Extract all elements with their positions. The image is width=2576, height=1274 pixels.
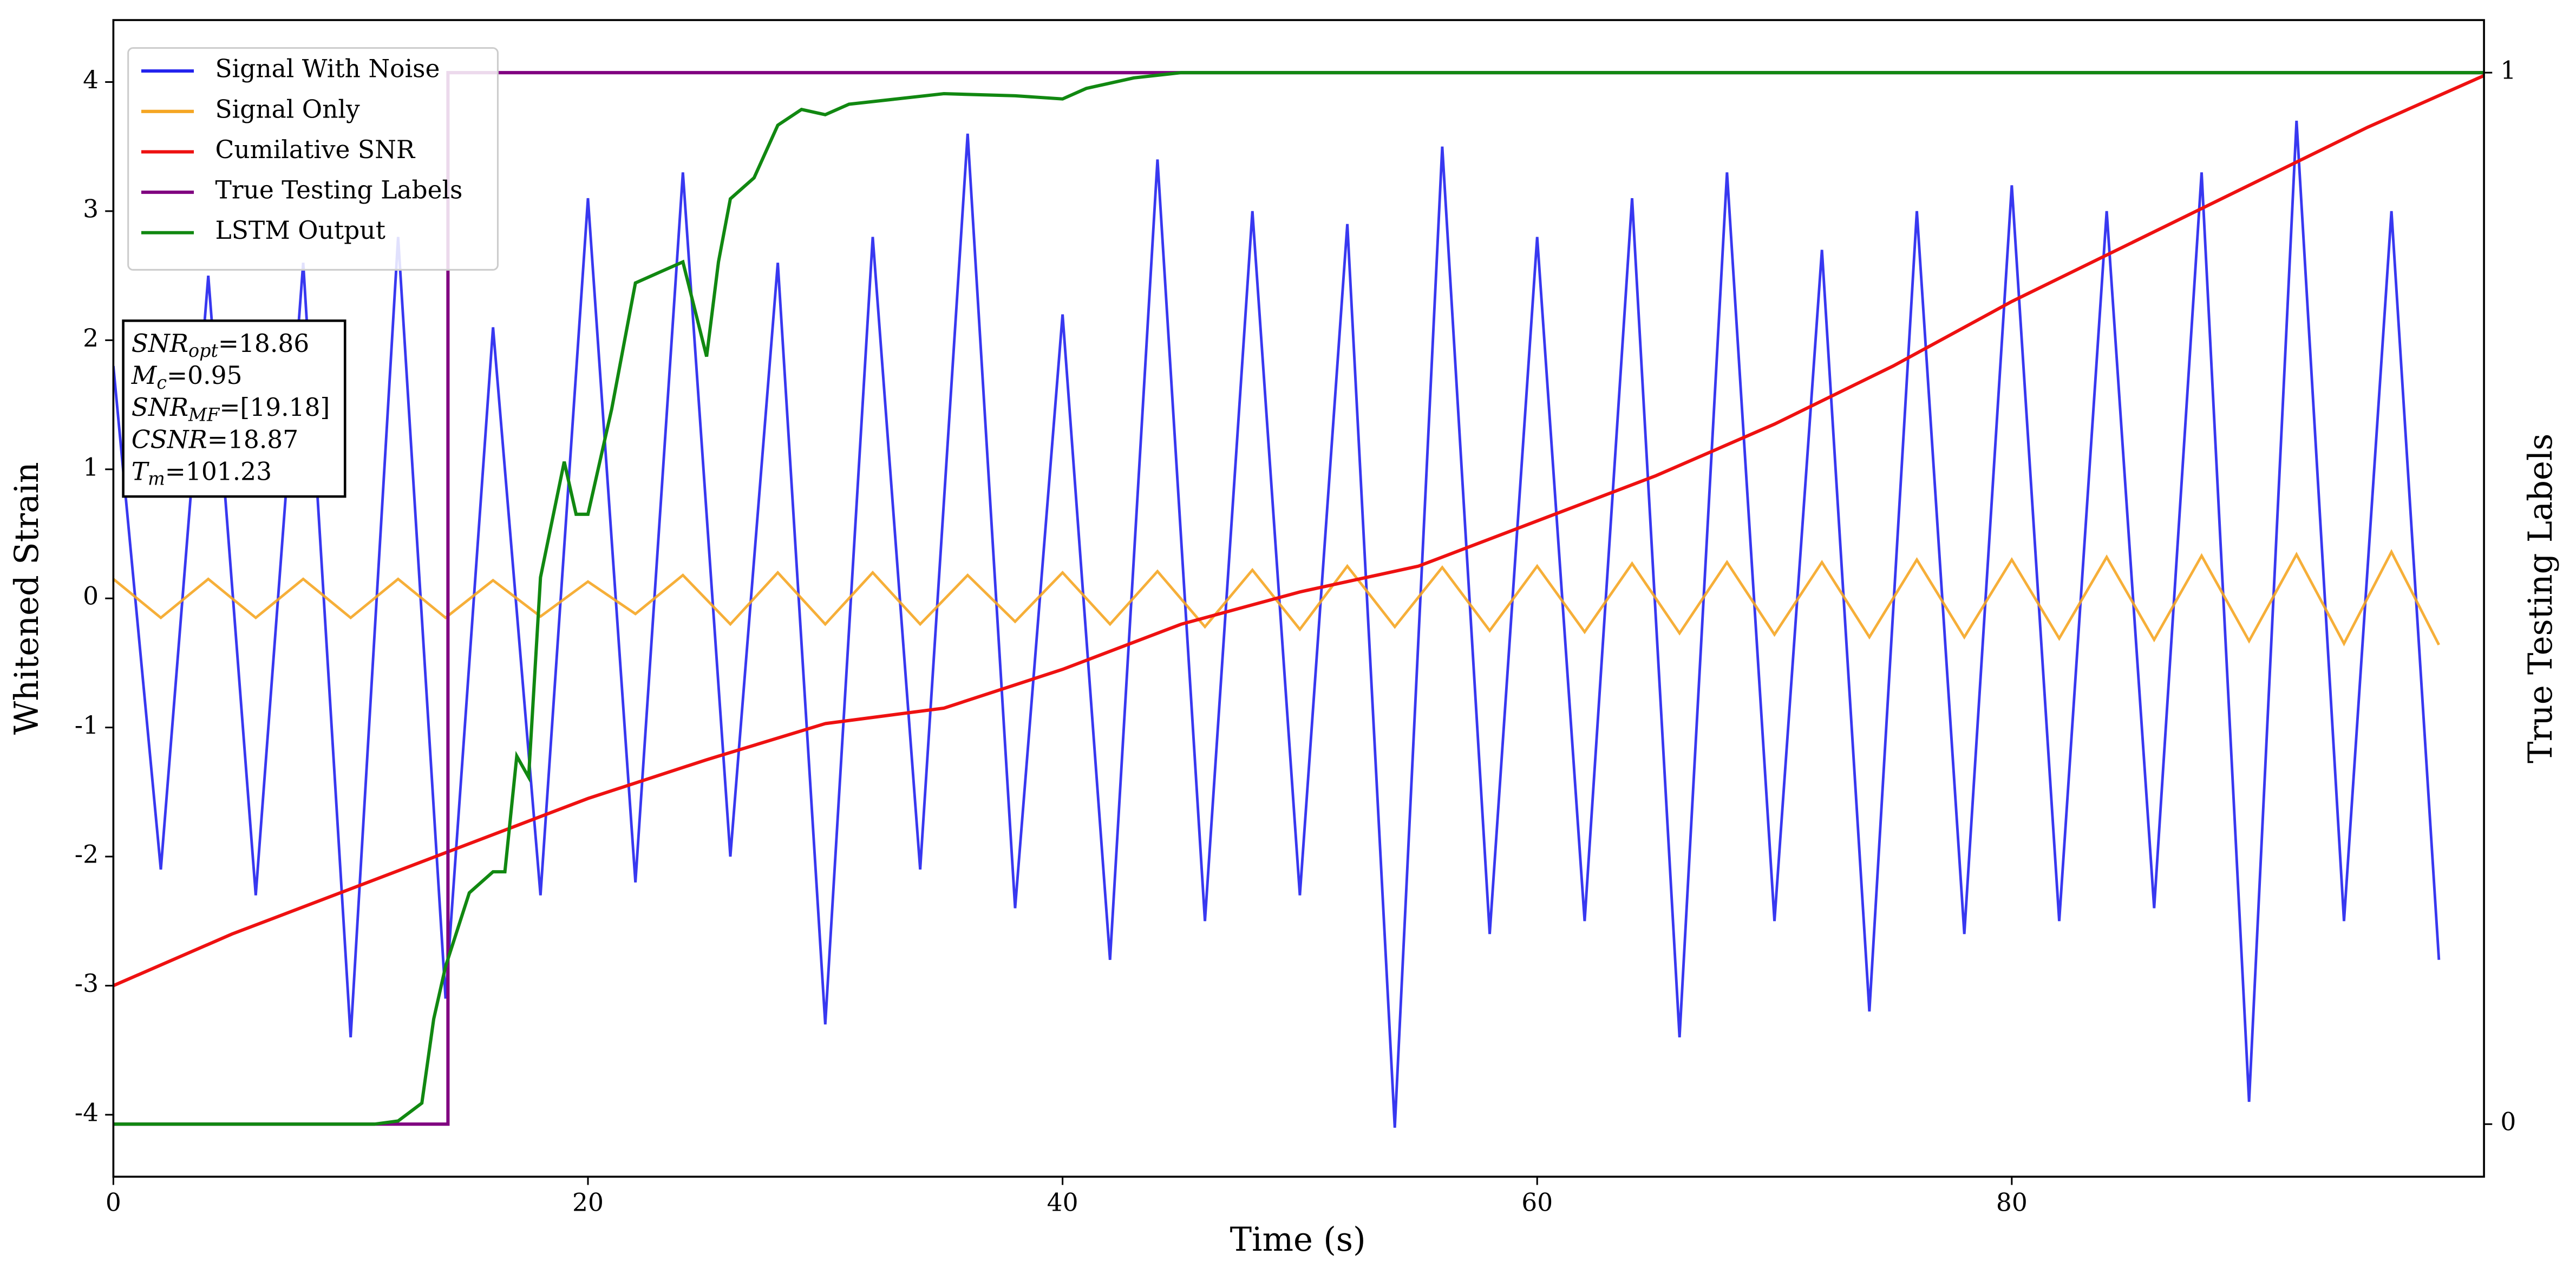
legend-label: LSTM Output xyxy=(215,216,385,245)
y-tick-label: 4 xyxy=(83,66,99,94)
annotation-symbol: SNR xyxy=(132,329,188,357)
x-tick-label: 60 xyxy=(1521,1188,1553,1217)
annotation-line: SNRMF=[19.18] xyxy=(132,393,330,426)
annotation-value: =0.95 xyxy=(167,361,242,390)
y-tick-label: -1 xyxy=(75,711,99,740)
series-line xyxy=(113,120,2441,1128)
x-tick-label: 80 xyxy=(1996,1188,2028,1217)
annotation-box xyxy=(122,319,346,498)
legend-label: Signal With Noise xyxy=(215,55,440,83)
annotation-line: Mc=0.95 xyxy=(131,361,243,394)
annotation-symbol: T xyxy=(132,457,150,486)
y-tick-label: -2 xyxy=(75,840,99,869)
annotation-subscript: m xyxy=(148,468,165,489)
legend-label: True Testing Labels xyxy=(215,176,463,205)
y-tick-label: 1 xyxy=(83,453,99,481)
y2-axis-label: True Testing Labels xyxy=(2522,434,2560,763)
x-tick-label: 20 xyxy=(572,1188,604,1217)
y2-tick-label: 1 xyxy=(2500,56,2516,85)
annotation-subscript: opt xyxy=(188,340,218,361)
y-tick-label: 3 xyxy=(83,194,99,223)
legend-label: Signal Only xyxy=(215,95,360,123)
x-axis-label: Time (s) xyxy=(1230,1221,1366,1259)
y-tick-label: 0 xyxy=(83,582,99,611)
annotation-subscript: MF xyxy=(188,404,220,425)
y-axis-label: Whitened Strain xyxy=(8,462,46,735)
annotation-subscript: c xyxy=(156,372,167,393)
annotation-symbol: SNR xyxy=(132,393,188,422)
annotation-line: CSNR=18.87 xyxy=(132,425,298,454)
annotation-symbol: CSNR xyxy=(132,425,207,454)
legend-label: Cumilative SNR xyxy=(215,135,416,164)
y2-tick-label: 0 xyxy=(2500,1108,2516,1136)
x-tick-label: 40 xyxy=(1047,1188,1078,1217)
annotation-line: SNRopt=18.86 xyxy=(132,329,310,361)
legend-box xyxy=(127,47,499,271)
annotation-value: =[19.18] xyxy=(219,393,330,422)
annotation-line: Tm=101.23 xyxy=(132,457,272,489)
y-tick-label: 2 xyxy=(83,324,99,352)
y-tick-label: -4 xyxy=(75,1098,99,1127)
annotation-value: =101.23 xyxy=(165,457,272,486)
annotation-symbol: M xyxy=(131,361,158,390)
series-line xyxy=(113,71,2485,1126)
annotation-value: =18.86 xyxy=(218,329,309,357)
x-tick-label: 0 xyxy=(106,1188,121,1217)
y-tick-label: -3 xyxy=(75,969,99,998)
annotation-value: =18.87 xyxy=(207,425,298,454)
